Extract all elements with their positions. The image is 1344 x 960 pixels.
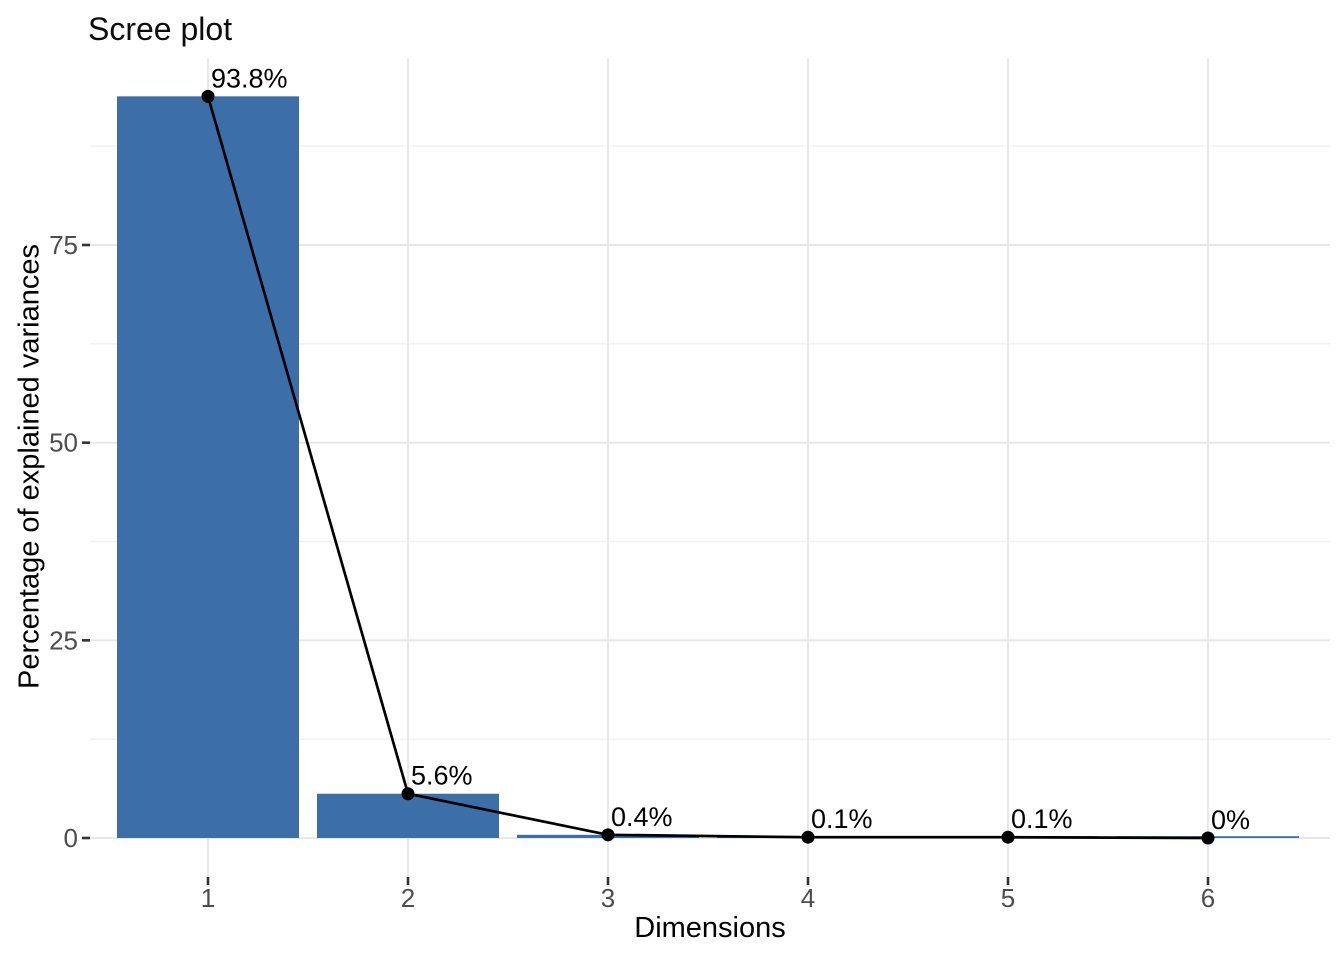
y-axis-title: Percentage of explained variances (13, 244, 46, 689)
value-label: 0.1% (811, 804, 873, 834)
x-axis-title: Dimensions (634, 912, 786, 944)
data-point (401, 787, 415, 801)
x-tick-label: 3 (601, 883, 615, 913)
data-point (1001, 830, 1015, 844)
x-tick-label: 5 (1001, 883, 1015, 913)
value-label: 93.8% (211, 63, 288, 93)
x-tick-label: 2 (401, 883, 415, 913)
x-tick-label: 4 (801, 883, 815, 913)
y-tick-label: 0 (64, 823, 78, 853)
data-point (801, 830, 815, 844)
y-tick-label: 50 (49, 428, 78, 458)
value-label: 5.6% (411, 761, 473, 791)
value-label: 0.1% (1011, 804, 1073, 834)
trend-line (206, 95, 1209, 840)
x-tick-label: 1 (201, 883, 215, 913)
value-label: 0% (1211, 805, 1250, 835)
data-point (201, 89, 215, 103)
bar (117, 96, 299, 838)
x-tick-label: 6 (1201, 883, 1215, 913)
data-point (1201, 831, 1215, 845)
bar (317, 793, 499, 838)
data-point (601, 828, 615, 842)
y-tick-label: 25 (49, 625, 78, 655)
y-tick-label: 75 (49, 230, 78, 260)
chart-title: Scree plot (88, 11, 233, 47)
value-label: 0.4% (611, 802, 673, 832)
